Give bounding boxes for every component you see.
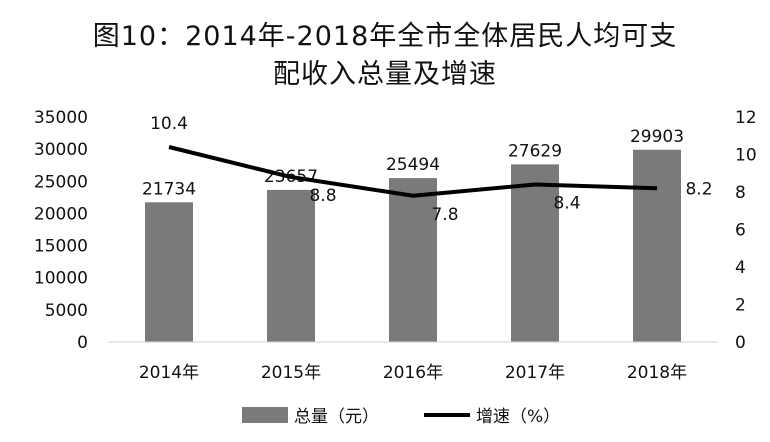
bar-value-label: 25494 [386,155,440,175]
right-axis-tick-label: 6 [735,221,746,241]
x-axis-tick-label: 2018年 [627,363,687,383]
left-axis-tick-label: 20000 [34,204,88,224]
line-value-label: 7.8 [431,205,458,225]
bar [633,149,681,342]
bar [267,189,315,342]
line-value-label: 8.4 [553,194,580,214]
x-axis-tick-label: 2014年 [139,363,199,383]
x-axis-tick-label: 2017年 [505,363,565,383]
legend-item-growth: 增速（%） [424,402,560,427]
line-value-label: 8.8 [309,186,336,206]
legend-swatch-bar [242,406,288,423]
bar [389,178,437,342]
left-axis-tick-label: 0 [77,333,88,353]
left-axis-tick-label: 25000 [34,172,88,192]
left-axis-tick-label: 15000 [34,237,88,257]
left-axis-tick-label: 10000 [34,269,88,289]
right-axis-tick-label: 0 [735,333,746,353]
left-axis-tick-label: 30000 [34,140,88,160]
left-axis-tick-label: 5000 [45,301,88,321]
bar [145,202,193,342]
bar-value-label: 29903 [630,127,684,147]
right-axis-tick-label: 8 [735,183,746,203]
chart-title-line-1: 图10：2014年-2018年全市全体居民人均可支 [92,21,678,52]
chart-canvas: 0 5000 10000 15000 20000 25000 30000 35000 0 2 4 6 8… [34,108,757,383]
x-axis-tick-label: 2016年 [383,363,443,383]
right-axis-tick-label: 2 [735,296,746,316]
bar [511,164,559,342]
line-value-label: 8.2 [685,179,712,199]
right-axis-tick-label: 12 [735,108,757,128]
right-axis-tick-label: 10 [735,146,757,166]
right-axis-tick-label: 4 [735,258,746,278]
legend-swatch-line [424,412,470,417]
growth-line [168,145,658,198]
legend-label-growth: 增速（%） [476,407,561,427]
bar-value-label: 21734 [142,179,196,199]
legend-item-total: 总量（元） [242,402,379,427]
line-value-label: 10.4 [150,114,188,134]
left-axis-tick-label: 35000 [34,108,88,128]
legend-label-total: 总量（元） [294,407,379,427]
legend: 总量（元） 增速（%） [0,402,770,427]
chart-title-line-2: 配收入总量及增速 [273,59,497,90]
bar-value-label: 27629 [508,141,562,161]
x-axis-tick-label: 2015年 [261,363,321,383]
